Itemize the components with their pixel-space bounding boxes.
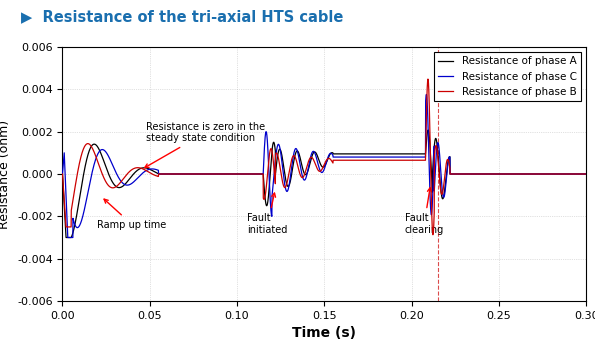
Text: Ramp up time: Ramp up time bbox=[98, 199, 167, 230]
Resistance of phase A bbox=[293, 149, 300, 153]
Resistance of phase C bbox=[183, 172, 190, 176]
Resistance of phase A bbox=[180, 172, 187, 176]
Resistance of phase B bbox=[293, 161, 300, 165]
Resistance of phase A bbox=[183, 172, 190, 176]
Resistance of phase C bbox=[64, 235, 71, 239]
Resistance of phase A bbox=[578, 172, 585, 176]
Resistance of phase A bbox=[583, 172, 590, 176]
Resistance of phase B bbox=[583, 172, 590, 176]
Resistance of phase B bbox=[430, 232, 437, 237]
Resistance of phase C bbox=[578, 172, 585, 176]
Resistance of phase A bbox=[186, 172, 193, 176]
Line: Resistance of phase A: Resistance of phase A bbox=[62, 130, 586, 237]
Text: Fault
clearing: Fault clearing bbox=[405, 188, 444, 235]
Resistance of phase A bbox=[256, 172, 264, 176]
Resistance of phase B bbox=[180, 172, 187, 176]
Text: Resistance is zero in the
steady state condition: Resistance is zero in the steady state c… bbox=[145, 122, 265, 168]
Resistance of phase B bbox=[183, 172, 190, 176]
Resistance of phase C bbox=[256, 172, 264, 176]
X-axis label: Time (s): Time (s) bbox=[292, 326, 356, 340]
Line: Resistance of phase B: Resistance of phase B bbox=[62, 79, 586, 235]
Resistance of phase B bbox=[424, 77, 431, 81]
Resistance of phase B bbox=[186, 172, 193, 176]
Text: ▶  Resistance of the tri-axial HTS cable: ▶ Resistance of the tri-axial HTS cable bbox=[21, 9, 343, 24]
Resistance of phase C bbox=[186, 172, 193, 176]
Resistance of phase A bbox=[424, 128, 431, 132]
Resistance of phase A bbox=[59, 172, 66, 176]
Resistance of phase B bbox=[256, 172, 264, 176]
Resistance of phase C bbox=[293, 148, 300, 152]
Y-axis label: Resistance (ohm): Resistance (ohm) bbox=[0, 119, 11, 229]
Resistance of phase A bbox=[62, 235, 70, 239]
Resistance of phase C bbox=[59, 172, 66, 176]
Legend: Resistance of phase A, Resistance of phase C, Resistance of phase B: Resistance of phase A, Resistance of pha… bbox=[434, 52, 581, 101]
Resistance of phase B bbox=[59, 172, 66, 176]
Resistance of phase B bbox=[578, 172, 585, 176]
Resistance of phase C bbox=[180, 172, 187, 176]
Text: Fault
initiated: Fault initiated bbox=[248, 193, 288, 235]
Line: Resistance of phase C: Resistance of phase C bbox=[62, 94, 586, 237]
Resistance of phase C bbox=[583, 172, 590, 176]
Resistance of phase C bbox=[423, 92, 430, 96]
